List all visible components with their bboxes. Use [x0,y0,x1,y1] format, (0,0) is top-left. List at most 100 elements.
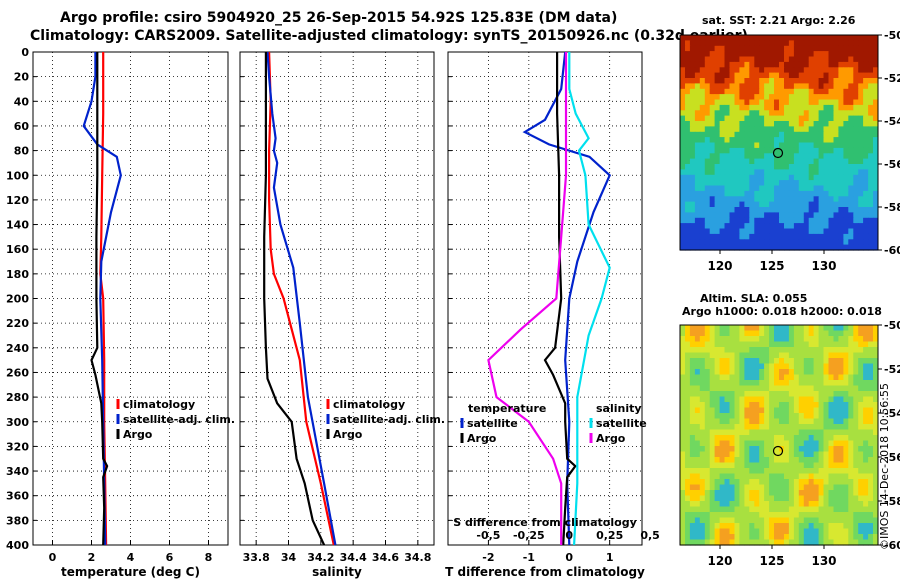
map-pixel [724,110,730,117]
map-pixel [803,528,810,535]
map-pixel [739,501,745,508]
map-pixel [709,402,716,409]
map-pixel [719,61,726,68]
map-pixel [699,110,706,117]
map-pixel [838,468,844,475]
map-pixel [759,40,765,47]
map-pixel [843,61,849,68]
map-pixel [680,457,686,464]
map-pixel [858,78,864,84]
map-pixel [828,336,834,343]
map-pixel [873,40,879,47]
y-tick-label: 140 [6,219,29,232]
map-pixel [868,479,874,486]
map-pixel [848,413,854,420]
map-pixel [754,78,760,84]
map-pixel [749,121,755,127]
map-pixel [759,352,765,359]
map-pixel [838,169,844,176]
map-pixel [694,104,701,111]
map-pixel [848,190,854,197]
map-pixel [729,407,735,414]
map-pixel [694,126,701,133]
map-pixel [823,506,829,513]
map-pixel [784,347,790,354]
map-pixel [863,468,869,475]
map-pixel [868,495,874,502]
map-pixel [858,391,864,398]
map-pixel [759,233,765,240]
map-pixel [784,51,790,58]
map-pixel [729,363,735,370]
map-pixel [833,484,839,491]
map-pixel [764,94,770,101]
map-pixel [769,451,775,458]
map-pixel [754,457,760,464]
map-pixel [729,244,735,251]
map-pixel [823,440,829,447]
map-pixel [784,239,790,246]
map-pixel [808,336,815,343]
map-pixel [813,457,820,464]
map-pixel [833,142,839,149]
map-pixel [808,396,815,403]
map-pixel [828,99,834,106]
map-pixel [838,352,844,359]
map-pixel [848,336,854,343]
map-pixel [798,126,805,133]
map-pixel [853,446,859,453]
map-pixel [714,363,721,370]
map-pixel [749,495,755,502]
map-pixel [724,341,730,348]
map-pixel [699,207,706,213]
map-pixel [779,336,785,343]
map-pixel [848,201,854,208]
map-pixel [788,363,795,370]
map-pixel [729,83,735,90]
map-pixel [823,56,829,63]
map-pixel [833,490,839,497]
map-pixel [680,369,686,376]
map-pixel [833,506,839,513]
map-pixel [784,374,790,381]
map-pixel [699,391,706,398]
map-pixel [863,391,869,398]
map-pixel [853,539,859,546]
map-pixel [734,51,740,58]
map-pixel [709,451,716,458]
map-pixel [838,137,844,144]
map-pixel [714,40,721,47]
map-pixel [828,385,834,392]
map-pixel [685,385,691,392]
map-pixel [764,110,770,117]
map-pixel [833,457,839,464]
map-pixel [714,104,721,111]
map-pixel [739,35,745,41]
map-pixel [744,78,750,84]
map-pixel [749,174,755,181]
map-pixel [798,185,805,192]
map-pixel [853,413,859,420]
map-pixel [685,462,691,469]
map-pixel [863,35,869,41]
map-pixel [714,61,721,68]
map-pixel [774,223,780,230]
map-pixel [769,479,775,486]
map-x-tick-label: 120 [707,554,732,568]
map-pixel [734,534,740,541]
map-pixel [863,239,869,246]
map-pixel [709,462,716,469]
map-pixel [798,142,805,149]
map-pixel [764,72,770,79]
map-pixel [769,244,775,251]
map-pixel [754,473,760,480]
map-pixel [734,223,740,230]
map-pixel [808,534,815,541]
map-pixel [803,72,810,79]
map-pixel [694,217,701,224]
map-pixel [704,495,711,502]
map-pixel [873,429,879,436]
map-pixel [729,67,735,74]
map-pixel [769,424,775,431]
map-pixel [739,457,745,464]
